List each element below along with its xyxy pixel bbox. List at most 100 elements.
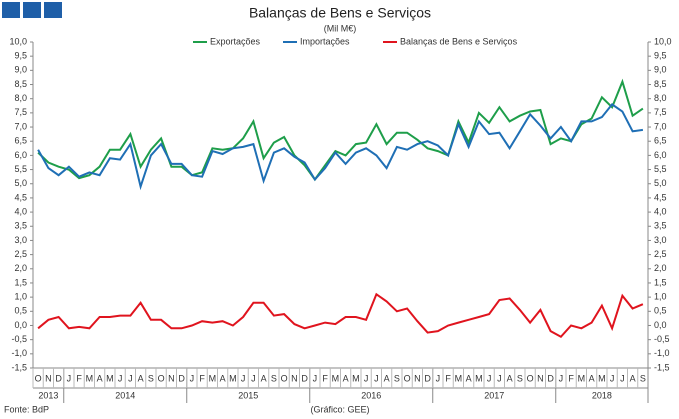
y-tick-label: 1,5 [14, 277, 27, 287]
x-tick-label: M [455, 373, 463, 383]
x-tick-label: J [620, 373, 625, 383]
x-tick-label: F [445, 373, 451, 383]
x-tick-label: J [241, 373, 246, 383]
y-tick-label: 0,5 [14, 306, 27, 316]
y2-tick-label: 10,0 [654, 36, 672, 46]
x-tick-label: A [384, 373, 390, 383]
credit: (Gráfico: GEE) [310, 404, 369, 414]
year-label: 2017 [484, 390, 504, 400]
x-tick-label: O [158, 373, 165, 383]
y-tick-label: -1,0 [11, 348, 27, 358]
y2-tick-label: 8,5 [654, 79, 667, 89]
x-tick-label: F [322, 373, 328, 383]
x-tick-label: D [178, 373, 185, 383]
year-label: 2014 [115, 390, 135, 400]
x-tick-label: D [547, 373, 554, 383]
x-tick-label: A [220, 373, 226, 383]
x-tick-label: D [55, 373, 62, 383]
year-label: 2016 [361, 390, 381, 400]
x-tick-label: M [332, 373, 340, 383]
x-tick-label: J [190, 373, 195, 383]
year-label: 2018 [592, 390, 612, 400]
y-tick-label: 8,0 [14, 93, 27, 103]
x-tick-label: N [291, 373, 298, 383]
y-tick-label: -0,5 [11, 334, 27, 344]
series-line [37, 103, 644, 191]
y2-tick-label: 1,0 [654, 292, 667, 302]
x-tick-label: J [251, 373, 256, 383]
x-tick-label: F [76, 373, 82, 383]
y2-tick-label: 7,5 [654, 107, 667, 117]
y-tick-label: 5,0 [14, 178, 27, 188]
logo-block [44, 2, 62, 18]
y-tick-label: 4,5 [14, 192, 27, 202]
year-label: 2013 [38, 390, 58, 400]
y-tick-label: 1,0 [14, 292, 27, 302]
y2-tick-label: 5,0 [654, 178, 667, 188]
y2-tick-label: 9,5 [654, 51, 667, 61]
x-tick-label: A [138, 373, 144, 383]
x-tick-label: J [436, 373, 441, 383]
x-tick-label: N [414, 373, 421, 383]
x-tick-label: N [537, 373, 544, 383]
x-tick-label: S [640, 373, 646, 383]
y-tick-label: -1,5 [11, 362, 27, 372]
y-tick-label: 8,5 [14, 79, 27, 89]
logo-block [2, 2, 20, 18]
x-tick-label: M [352, 373, 360, 383]
source: Fonte: BdP [4, 404, 49, 414]
y2-tick-label: 9,0 [654, 65, 667, 75]
y2-tick-label: -0,5 [654, 334, 670, 344]
y2-tick-label: 2,0 [654, 263, 667, 273]
y-tick-label: 3,5 [14, 221, 27, 231]
y2-tick-label: 3,0 [654, 235, 667, 245]
y-tick-label: 2,0 [14, 263, 27, 273]
y-tick-label: 4,0 [14, 206, 27, 216]
year-label: 2015 [238, 390, 258, 400]
logo-block [23, 2, 41, 18]
legend-label: Exportações [210, 36, 261, 46]
x-tick-label: M [86, 373, 94, 383]
y-tick-label: 5,5 [14, 164, 27, 174]
x-tick-label: A [261, 373, 267, 383]
y-tick-label: 6,5 [14, 136, 27, 146]
x-tick-label: J [487, 373, 492, 383]
x-tick-label: M [209, 373, 217, 383]
x-tick-label: N [168, 373, 175, 383]
y-tick-label: 7,5 [14, 107, 27, 117]
x-tick-label: F [568, 373, 574, 383]
y2-tick-label: 2,5 [654, 249, 667, 259]
x-tick-label: O [35, 373, 42, 383]
x-tick-label: J [610, 373, 615, 383]
y-tick-label: 0,0 [14, 320, 27, 330]
chart-subtitle: (Mil M€) [324, 23, 357, 33]
x-tick-label: M [106, 373, 114, 383]
y-tick-label: 7,0 [14, 121, 27, 131]
x-tick-label: J [559, 373, 564, 383]
y-tick-label: 6,0 [14, 150, 27, 160]
x-tick-label: O [281, 373, 288, 383]
y2-tick-label: 7,0 [654, 121, 667, 131]
y2-tick-label: 3,5 [654, 221, 667, 231]
x-tick-label: J [364, 373, 369, 383]
y2-tick-label: 6,5 [654, 136, 667, 146]
legend-label: Importações [300, 36, 350, 46]
x-tick-label: S [148, 373, 154, 383]
y2-tick-label: 5,5 [654, 164, 667, 174]
y-tick-label: 10,0 [9, 36, 27, 46]
y2-tick-label: 0,0 [654, 320, 667, 330]
x-tick-label: M [229, 373, 237, 383]
y-tick-label: 9,0 [14, 65, 27, 75]
legend-label: Balanças de Bens e Serviços [400, 36, 518, 46]
x-tick-label: M [578, 373, 586, 383]
x-tick-label: O [404, 373, 411, 383]
x-tick-label: A [589, 373, 595, 383]
y2-tick-label: 6,0 [654, 150, 667, 160]
x-tick-label: J [128, 373, 133, 383]
series-line [37, 78, 644, 182]
y-tick-label: 2,5 [14, 249, 27, 259]
x-tick-label: J [374, 373, 379, 383]
y2-tick-label: 8,0 [654, 93, 667, 103]
y2-tick-label: 0,5 [654, 306, 667, 316]
